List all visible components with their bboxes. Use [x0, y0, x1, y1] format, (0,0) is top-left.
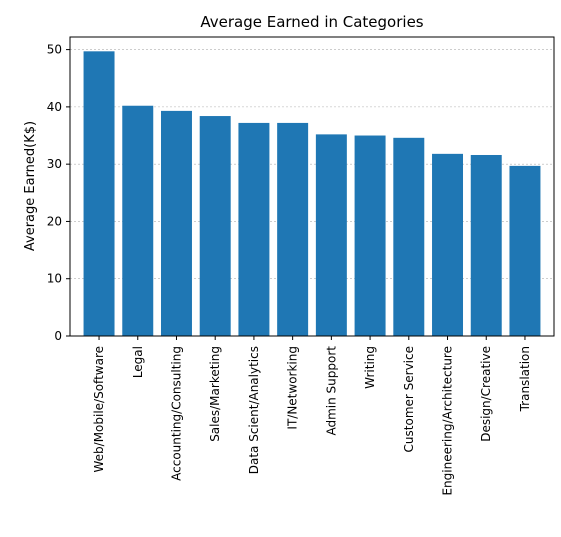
bar	[432, 153, 464, 336]
y-tick-label: 30	[47, 157, 62, 171]
x-tick-label: Admin Support	[324, 346, 338, 436]
y-tick-label: 10	[47, 272, 62, 286]
x-tick-label: Customer Service	[402, 346, 416, 452]
bar	[393, 137, 425, 336]
x-tick-label: Engineering/Architecture	[441, 346, 455, 496]
x-tick-label: Writing	[363, 346, 377, 389]
bar	[509, 165, 541, 336]
bar	[315, 134, 347, 336]
x-tick-label: Design/Creative	[479, 346, 493, 442]
bar	[122, 105, 154, 337]
chart-title: Average Earned in Categories	[200, 13, 423, 31]
plot-frame	[69, 36, 555, 337]
y-tick-label: 0	[54, 329, 62, 343]
bar	[160, 110, 192, 336]
bar	[83, 51, 115, 337]
x-tick-label: Accounting/Consulting	[169, 346, 183, 481]
bars	[83, 51, 541, 337]
y-tick-label: 50	[47, 43, 62, 57]
bar	[354, 135, 386, 336]
bar	[199, 116, 231, 336]
x-tick-label: Data Scient/Analytics	[247, 346, 261, 474]
bar	[470, 154, 502, 336]
x-tick-label: Translation	[518, 346, 532, 412]
x-tick-label: Web/Mobile/Software	[92, 346, 106, 473]
bar	[238, 122, 270, 336]
y-tick-label: 40	[47, 100, 62, 114]
y-axis-label: Average Earned(K$)	[23, 121, 38, 251]
x-tick-label: IT/Networking	[286, 346, 300, 430]
bar	[277, 122, 309, 336]
x-axis-ticks: Web/Mobile/Software Legal Accounting/Consu…	[92, 336, 532, 496]
y-axis-ticks: 0 10 20 30 40 50	[47, 43, 70, 343]
x-tick-label: Legal	[131, 346, 145, 378]
y-tick-label: 20	[47, 214, 62, 228]
x-tick-label: Sales/Marketing	[208, 346, 222, 442]
